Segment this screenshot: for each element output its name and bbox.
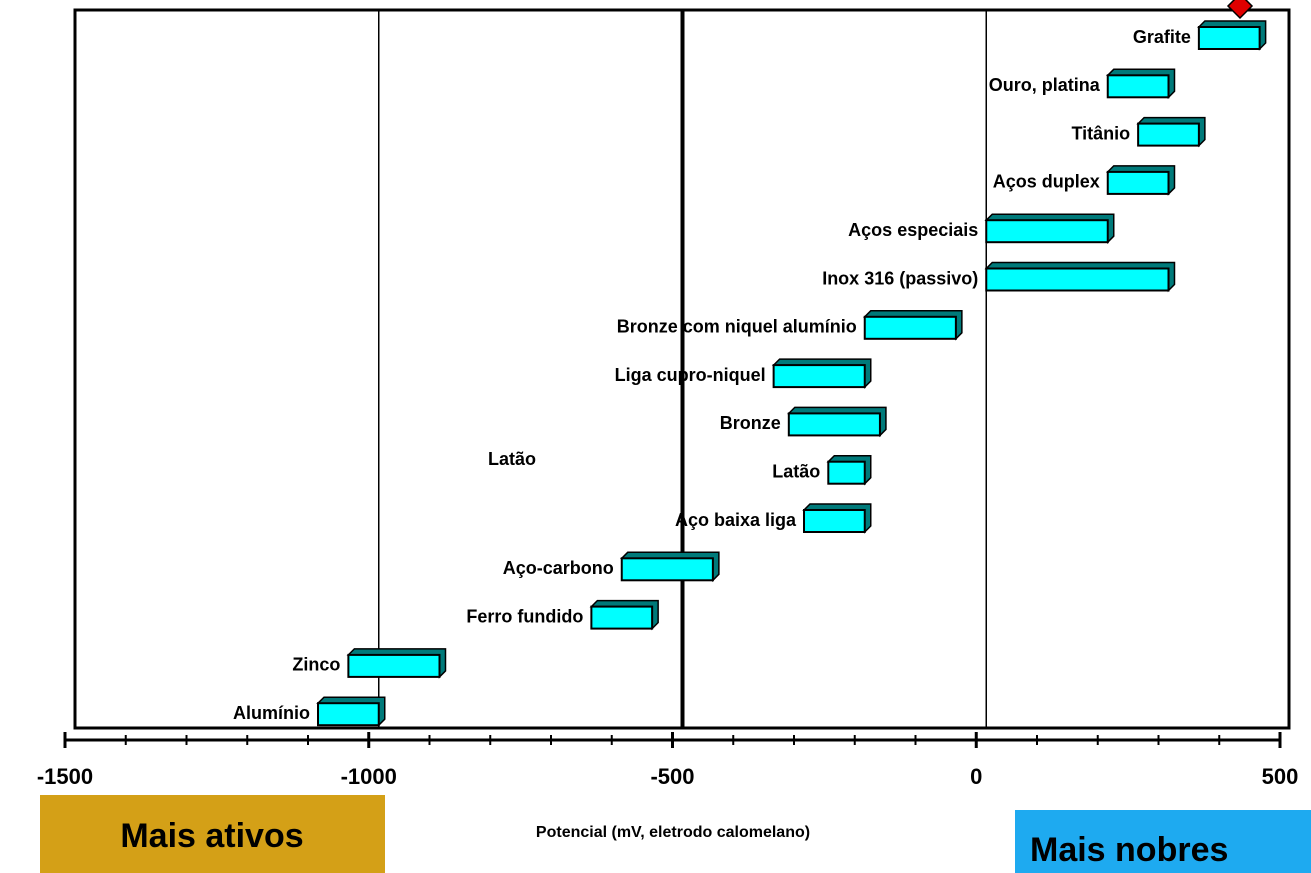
bar <box>1137 122 1200 147</box>
annotation: Mais ativos <box>120 817 303 855</box>
category-label: Zinco <box>292 655 340 675</box>
category-label: Aço-carbono <box>503 558 614 578</box>
bar <box>772 364 866 389</box>
bar <box>1106 170 1170 195</box>
category-label: Bronze com niquel alumínio <box>617 317 857 337</box>
bar <box>347 653 441 678</box>
x-tick-label: -1500 <box>37 764 93 789</box>
category-label: Latão <box>772 461 820 481</box>
bar <box>590 605 654 630</box>
category-label: Aços duplex <box>993 172 1100 192</box>
x-tick-label: 500 <box>1262 764 1299 789</box>
annotation-box <box>40 795 385 873</box>
category-label: Alumínio <box>233 703 310 723</box>
category-label: Titânio <box>1071 123 1130 143</box>
x-tick-label: -500 <box>650 764 694 789</box>
category-label: Liga cupro-niquel <box>615 365 766 385</box>
x-tick-label: -1000 <box>341 764 397 789</box>
annotation-box <box>1015 810 1311 873</box>
annotation: Latão <box>488 449 536 469</box>
bar <box>803 509 866 533</box>
x-tick-label: 0 <box>970 764 982 789</box>
category-label: Ferro fundido <box>466 606 583 626</box>
category-label: Grafite <box>1133 27 1191 47</box>
bar <box>317 702 380 727</box>
category-label: Aço baixa liga <box>675 510 797 530</box>
category-label: Bronze <box>720 413 781 433</box>
annotation: Mais nobres <box>1030 831 1228 869</box>
x-axis-label: Potencial (mV, eletrodo calomelano) <box>536 824 810 841</box>
bar <box>1106 74 1170 99</box>
marker <box>1226 0 1254 20</box>
category-label: Ouro, platina <box>989 75 1101 95</box>
category-label: Aços especiais <box>848 220 978 240</box>
bar <box>787 412 881 437</box>
bar <box>827 460 866 485</box>
bar <box>985 267 1170 292</box>
bar <box>620 557 714 582</box>
bar <box>985 219 1109 244</box>
bar <box>1197 26 1261 50</box>
bar <box>863 315 957 340</box>
category-label: Inox 316 (passivo) <box>822 268 978 288</box>
